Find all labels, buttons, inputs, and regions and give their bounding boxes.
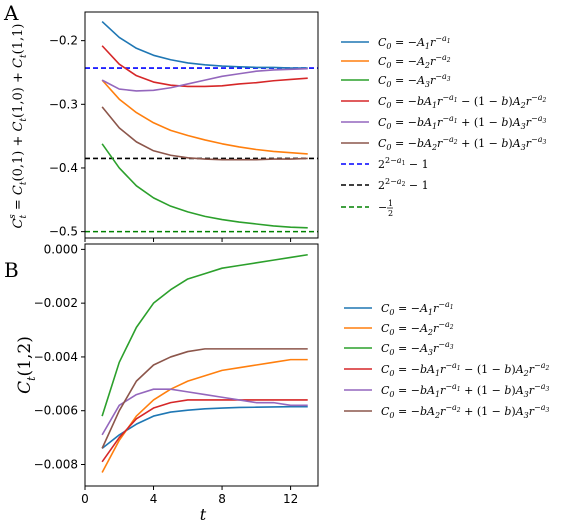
panel-b-ylabel: Ct(1,2) [15,336,38,394]
legend-a-entry: − 1 2 [341,199,393,218]
panel-b: 0.000 −0.002 −0.004 −0.006 −0.008 0 4 8 12 [34,242,319,506]
svg-text:1: 1 [388,199,393,208]
svg-text:C0 = −bA2r−a2 + (1 − b)A3r−a3: C0 = −bA2r−a2 + (1 − b)A3r−a3 [378,135,546,152]
panel-a-series-4 [101,45,308,88]
panel-a-ytick-label: −0.5 [49,225,78,239]
legend-a-entry: 22−a2 − 1 [341,177,429,192]
panel-letter-b: B [4,258,19,282]
svg-text:2: 2 [388,209,393,218]
panel-b-frame [84,243,319,487]
svg-text:C0 = −bA2r−a2 + (1 − b)A3r−a3: C0 = −bA2r−a2 + (1 − b)A3r−a3 [381,403,549,420]
panel-a-series-5 [101,67,308,92]
legend-a-entry: C0 = −A2r−a2 [341,53,451,70]
legend-a: C0 = −A1r−a1 C0 = −A2r−a2 C0 = −A3r−a3 C… [341,34,546,218]
panel-a-series-2 [101,79,308,155]
legend-b-entry: C0 = −A2r−a2 [344,320,454,337]
panel-b-series-1 [101,405,308,449]
panel-a-series-3 [101,143,308,229]
panel-a-ylabel: Cts = Ct(0,1) + Ct(1,0) + Ct(1,1) [8,24,29,229]
legend-a-entry: 22−a1 − 1 [341,156,429,171]
panel-b-xlabel: t [200,505,207,524]
panel-a-frame [84,11,319,239]
panel-b-ytick-label: −0.004 [34,350,78,364]
svg-text:C0 = −bA1r−a1 + (1 − b)A3r−a3: C0 = −bA1r−a1 + (1 − b)A3r−a3 [378,114,546,131]
svg-text:C0 = −A1r−a1: C0 = −A1r−a1 [378,34,451,51]
legend-a-entry: C0 = −A3r−a3 [341,72,451,89]
legend-b-entry: C0 = −A1r−a1 [344,300,454,317]
panel-b-ytick-label: 0.000 [44,242,78,256]
svg-text:C0 = −A2r−a2: C0 = −A2r−a2 [381,320,454,337]
panel-b-xtick-label: 12 [283,492,298,506]
legend-b: C0 = −A1r−a1 C0 = −A2r−a2 C0 = −A3r−a3 C… [344,300,549,420]
svg-text:C0 = −A3r−a3: C0 = −A3r−a3 [381,340,454,357]
panel-a-series-1 [101,20,308,69]
legend-b-entry: C0 = −bA1r−a1 − (1 − b)A2r−a2 [344,361,549,378]
legend-b-entry: C0 = −A3r−a3 [344,340,454,357]
panel-b-ytick-label: −0.008 [34,457,78,471]
legend-a-entry: C0 = −A1r−a1 [341,34,451,51]
panel-b-series-2 [101,358,308,473]
panel-b-ytick-label: −0.006 [34,404,78,418]
legend-b-entry: C0 = −bA2r−a2 + (1 − b)A3r−a3 [344,403,549,420]
svg-text:C0 = −bA1r−a1 − (1 − b)A2r−a2: C0 = −bA1r−a1 − (1 − b)A2r−a2 [381,361,549,378]
panel-b-series-5 [101,388,308,436]
legend-a-entry: C0 = −bA1r−a1 + (1 − b)A3r−a3 [341,114,546,131]
svg-text:C0 = −A1r−a1: C0 = −A1r−a1 [381,300,454,317]
panel-b-xtick-label: 0 [81,492,89,506]
panel-b-series-6 [101,348,308,449]
svg-text:C0 = −bA1r−a1 + (1 − b)A3r−a3: C0 = −bA1r−a1 + (1 − b)A3r−a3 [381,382,549,399]
panel-b-ytick-label: −0.002 [34,296,78,310]
panel-a: −0.2 −0.3 −0.4 −0.5 [49,11,319,242]
panel-b-series-4 [101,399,308,463]
panel-a-ytick-label: −0.4 [49,161,78,175]
panel-a-ytick-label: −0.2 [49,34,78,48]
svg-text:C0 = −A3r−a3: C0 = −A3r−a3 [378,72,451,89]
panel-a-series-6 [101,106,308,161]
svg-text:22−a1 − 1: 22−a1 − 1 [378,156,429,171]
legend-a-entry: C0 = −bA2r−a2 + (1 − b)A3r−a3 [341,135,546,152]
panel-letter-a: A [3,1,19,25]
panel-b-series-3 [101,253,308,417]
panel-b-xtick-label: 4 [150,492,158,506]
svg-text:−: − [378,201,387,214]
svg-text:C0 = −A2r−a2: C0 = −A2r−a2 [378,53,451,70]
svg-text:22−a2 − 1: 22−a2 − 1 [378,177,429,192]
panel-b-xtick-label: 8 [218,492,226,506]
legend-b-entry: C0 = −bA1r−a1 + (1 − b)A3r−a3 [344,382,549,399]
svg-text:C0 = −bA1r−a1 − (1 − b)A2r−a2: C0 = −bA1r−a1 − (1 − b)A2r−a2 [378,93,546,110]
panel-a-ytick-label: −0.3 [49,97,78,111]
legend-a-entry: C0 = −bA1r−a1 − (1 − b)A2r−a2 [341,93,546,110]
